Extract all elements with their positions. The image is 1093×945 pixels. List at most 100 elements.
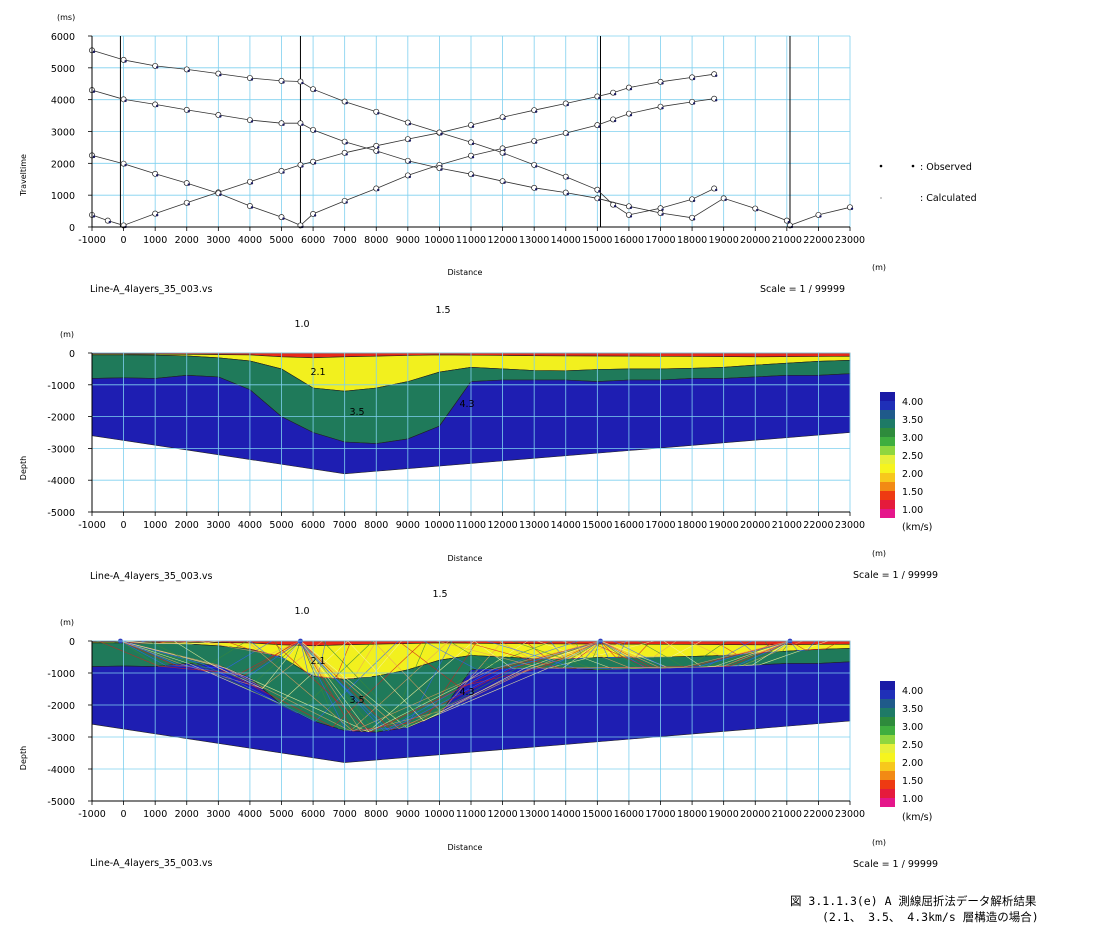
observed-point (629, 113, 633, 117)
observed-point (661, 213, 664, 216)
traveltime-tick-label-x: 2000 (175, 235, 199, 246)
ray-label-3-5: 3.5 (349, 695, 364, 706)
ray-x-label: Distance (448, 843, 483, 852)
traveltime-tick-label-x: 10000 (424, 235, 454, 246)
colorbar-swatch (880, 473, 895, 482)
observed-point (471, 174, 475, 177)
ray-tick-label-y: -5000 (47, 797, 75, 808)
observed-point (692, 199, 696, 203)
observed-point (629, 215, 633, 218)
traveltime-tick-label-y: 1000 (51, 191, 75, 202)
observed-point (155, 213, 159, 217)
observed-point (756, 208, 759, 212)
model-scale: Scale = 1 / 99999 (853, 570, 938, 581)
model-tick-label-x: 5000 (269, 520, 293, 531)
colorbar-swatch (880, 798, 895, 807)
observed-point (187, 69, 190, 73)
ray-tick-label-x: 7000 (333, 809, 357, 820)
observed-point (534, 141, 538, 144)
legend-observed-dot (879, 164, 883, 168)
observed-point (534, 110, 538, 113)
colorbar-tick-label: 4.00 (902, 397, 923, 408)
colorbar-unit-2: (km/s) (902, 812, 932, 823)
ray-path (120, 640, 374, 714)
colorbar-tick-label: 2.50 (902, 740, 923, 751)
figure-caption-line2: (2.1、 3.5、 4.3km/s 層構造の場合) (822, 910, 1039, 924)
observed-point (345, 141, 348, 145)
colorbar-swatch (880, 771, 895, 780)
observed-point (692, 77, 696, 81)
observed-point (598, 125, 601, 128)
observed-point (155, 174, 159, 177)
traveltime-chart: -1000 0 1000 2000 3000 4000 5000 6000 7000 8000 90… (19, 13, 977, 295)
velocity-model-ticks: -1000 0 1000 2000 3000 4000 5000 6000 7000 8000 90… (47, 349, 865, 531)
traveltime-tick-label-x: -1000 (78, 235, 106, 246)
observed-point (301, 165, 304, 168)
legend-observed-label: : Observed (920, 162, 972, 173)
observed-point (661, 106, 664, 110)
ray-tick-label-y: 0 (69, 637, 75, 648)
raypath-chart: -1000 0 1000 2000 3000 4000 5000 6000 7000 8000 90… (19, 589, 938, 870)
ray-tick-label-x: -1000 (78, 809, 106, 820)
observed-point (108, 220, 111, 224)
colorbar-swatch (880, 699, 895, 708)
observed-point (692, 218, 696, 221)
colorbar-swatch (880, 455, 895, 464)
model-tick-label-x: 9000 (396, 520, 420, 531)
observed-point (598, 190, 601, 193)
ray-tick-label-x: 1000 (143, 809, 167, 820)
model-tick-label-x: 8000 (364, 520, 388, 531)
model-tick-label-y: -3000 (47, 444, 75, 455)
colorbar-unit: (km/s) (902, 522, 932, 533)
traveltime-tick-label-x: 9000 (396, 235, 420, 246)
observed-point (250, 78, 254, 81)
model-tick-label-x: 1000 (143, 520, 167, 531)
legend-calculated-label: : Calculated (920, 193, 977, 204)
observed-point (598, 96, 601, 100)
traveltime-y-label: Traveltime (19, 154, 28, 197)
model-y-label: Depth (19, 456, 28, 480)
model-tick-label-x: 7000 (333, 520, 357, 531)
colorbar-tick-label: 1.00 (902, 505, 923, 516)
traveltime-ticks: -1000 0 1000 2000 3000 4000 5000 6000 7000 8000 90… (51, 32, 865, 246)
observed-point (440, 132, 443, 136)
observed-point (408, 139, 412, 142)
model-tick-label-x: 20000 (740, 520, 770, 531)
observed-point (92, 90, 96, 93)
traveltime-tick-label-x: 3000 (206, 235, 230, 246)
ray-y-label: Depth (19, 746, 28, 770)
observed-point (566, 103, 569, 107)
ray-path (120, 640, 399, 722)
model-filename: Line-A_4layers_35_003.vs (90, 571, 212, 582)
traveltime-x-label: Distance (448, 268, 483, 277)
ray-tick-label-x: 23000 (835, 809, 865, 820)
observed-point (313, 130, 317, 133)
ray-tick-label-y: -3000 (47, 733, 75, 744)
colorbar-swatch (880, 753, 895, 762)
traveltime-tick-label-x: 8000 (364, 235, 388, 246)
traveltime-x-unit: (m) (872, 263, 886, 272)
calculated-curve (91, 49, 715, 216)
raypath-ticks: -1000 0 1000 2000 3000 4000 5000 6000 7000 8000 90… (47, 637, 865, 820)
ray-tick-label-x: 8000 (364, 809, 388, 820)
ray-tick-label-x: 16000 (614, 809, 644, 820)
observed-point (92, 50, 96, 54)
traveltime-tick-label-x: 14000 (551, 235, 581, 246)
observed-point (345, 101, 348, 105)
observed-point (613, 205, 617, 208)
colorbar-swatch (880, 744, 895, 753)
observed-point (408, 175, 412, 179)
traveltime-tick-label-x: 12000 (487, 235, 517, 246)
observed-point (187, 110, 190, 113)
ray-path (512, 640, 791, 671)
observed-point (661, 82, 664, 85)
colorbar-tick-label: 2.50 (902, 451, 923, 462)
observed-point (377, 151, 380, 154)
model-label-1-5: 1.5 (435, 305, 450, 316)
observed-point (124, 60, 127, 63)
observed-point (566, 177, 569, 180)
ray-scale: Scale = 1 / 99999 (853, 859, 938, 870)
ray-tick-label-x: 17000 (645, 809, 675, 820)
model-tick-label-x: 4000 (238, 520, 262, 531)
